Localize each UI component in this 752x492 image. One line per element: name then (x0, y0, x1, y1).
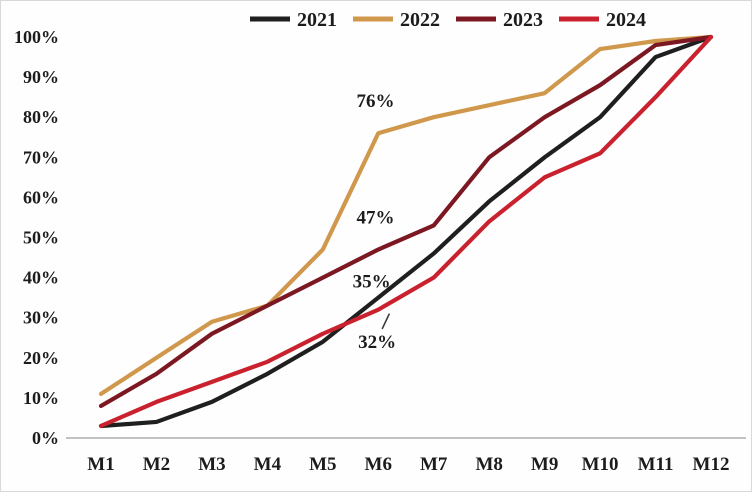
legend-label-2023: 2023 (503, 9, 543, 31)
series-line-2022 (98, 34, 714, 396)
y-axis-tick-label: 60% (23, 187, 59, 207)
x-axis-month-label: M5 (309, 454, 336, 475)
x-axis-month-label: M7 (420, 454, 448, 475)
annotation-47%: 47% (357, 207, 395, 228)
annotation-32%: 32% (358, 332, 396, 353)
series-line-2024 (98, 34, 714, 429)
y-axis-tick-label: 100% (14, 27, 59, 47)
x-axis-month-label: M4 (254, 454, 282, 475)
y-axis-tick-label: 10% (23, 388, 59, 408)
legend-label-2021: 2021 (297, 9, 337, 31)
x-axis-month-label: M12 (693, 454, 730, 475)
x-axis-month-label: M3 (198, 454, 225, 475)
x-axis-month-label: M11 (638, 454, 674, 475)
series-line-2023 (98, 34, 714, 409)
x-axis-month-label: M2 (143, 454, 170, 475)
x-axis-month-label: M9 (531, 454, 558, 475)
y-axis-tick-label: 30% (23, 308, 59, 328)
y-axis-tick-label: 90% (23, 67, 59, 87)
legend-label-2022: 2022 (400, 9, 440, 31)
y-axis-tick-label: 40% (23, 268, 59, 288)
y-axis-tick-label: 70% (23, 147, 59, 167)
y-axis-tick-label: 20% (23, 348, 59, 368)
annotation-leader-line (381, 313, 391, 330)
x-axis-month-label: M8 (475, 454, 502, 475)
series-line-2021 (98, 34, 714, 429)
annotation-35%: 35% (353, 272, 391, 293)
x-axis-month-label: M6 (365, 454, 392, 475)
y-axis-tick-label: 80% (23, 107, 59, 127)
annotation-76%: 76% (357, 91, 395, 112)
x-axis-month-label: M10 (582, 454, 619, 475)
y-axis-tick-label: 0% (32, 428, 59, 448)
y-axis-tick-label: 50% (23, 228, 59, 248)
x-axis-month-label: M1 (87, 454, 114, 475)
legend-label-2024: 2024 (606, 9, 646, 31)
